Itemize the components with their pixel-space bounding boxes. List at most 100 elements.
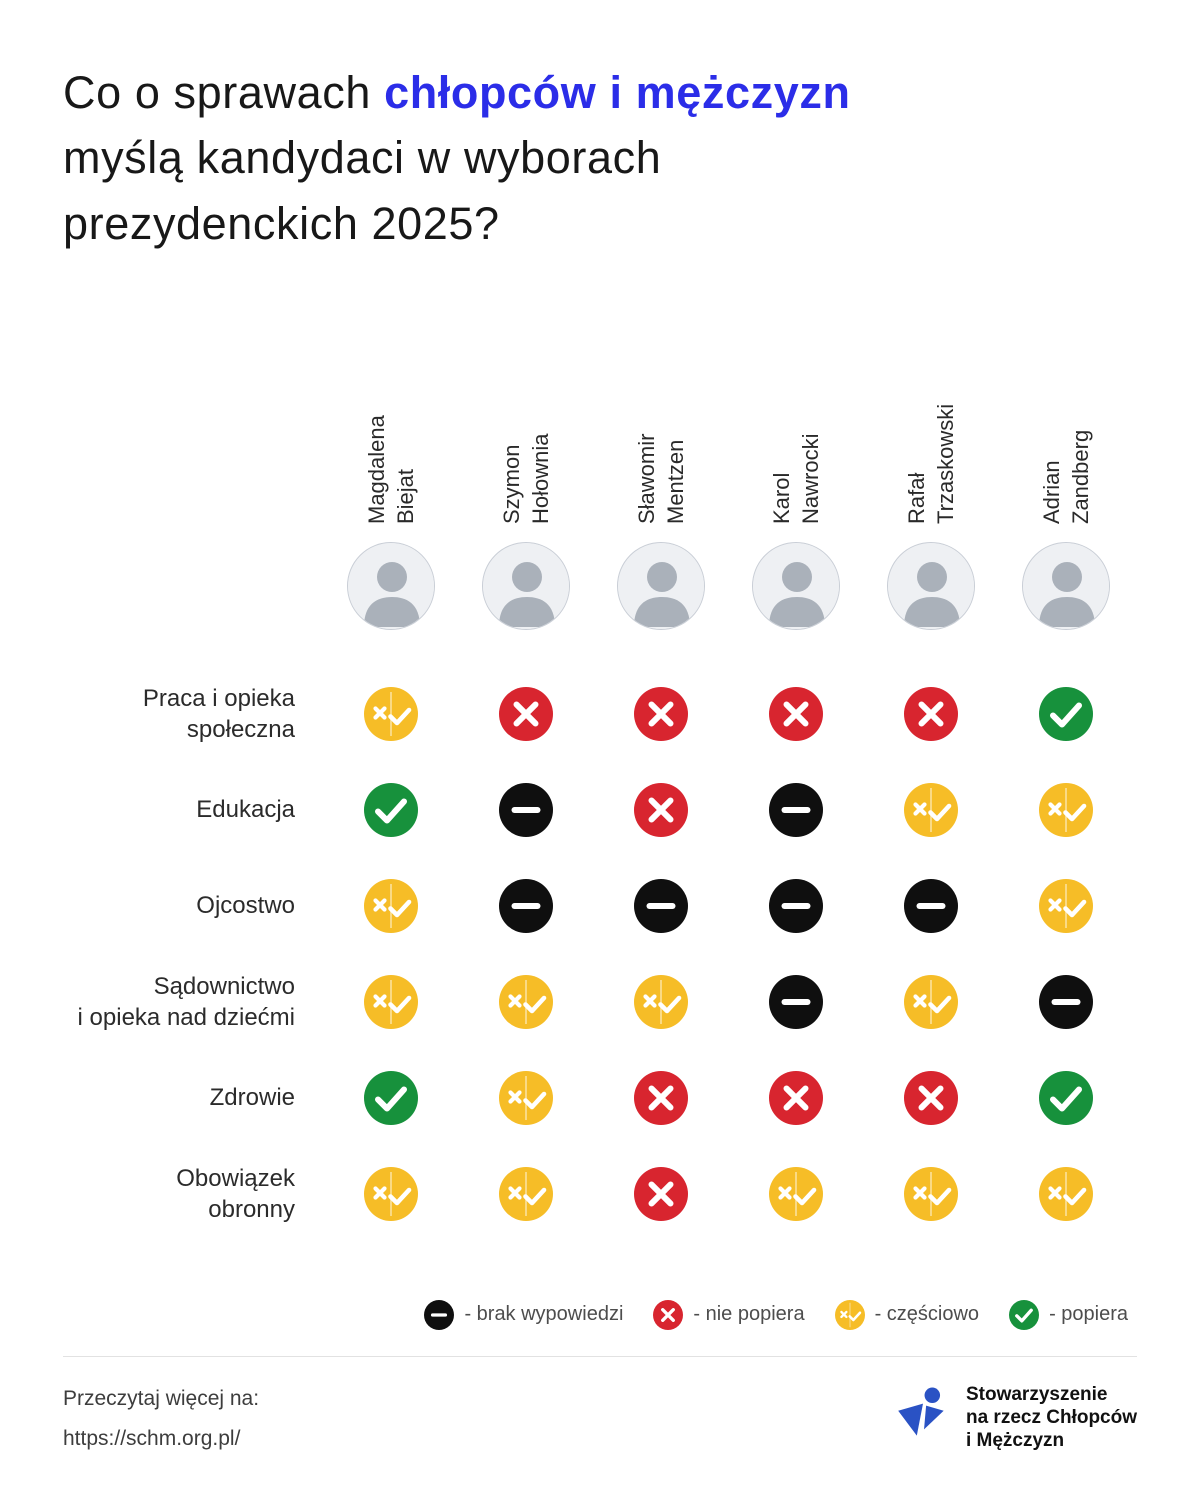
row-label: Zdrowie (63, 1050, 323, 1146)
partially-supports-icon (363, 1166, 418, 1221)
candidate-column-header: Karol Nawrocki (728, 334, 863, 630)
row-label: Sądownictwo i opieka nad dziećmi (63, 954, 323, 1050)
row-label: Obowiązek obronny (63, 1146, 323, 1242)
partially-supports-icon (363, 974, 418, 1029)
legend-item: - nie popiera (653, 1299, 805, 1330)
title-highlight: chłopców i mężczyzn (384, 67, 851, 118)
matrix-cell (728, 666, 863, 762)
row-label-line: Zdrowie (209, 1084, 295, 1112)
org-name: Stowarzyszenie na rzecz Chłopców i Mężcz… (966, 1383, 1137, 1452)
does-not-support-icon (633, 1070, 688, 1125)
no-statement-icon (1038, 974, 1093, 1029)
does-not-support-icon (633, 1166, 688, 1221)
row-label: Edukacja (63, 762, 323, 858)
no-statement-icon (498, 878, 553, 933)
partially-supports-icon (363, 686, 418, 741)
matrix-cell (998, 762, 1133, 858)
partially-supports-icon (903, 974, 958, 1029)
comparison-grid: Magdalena Biejat Szymon Hołownia Sławomir Men… (63, 334, 1200, 1242)
partially-supports-icon (834, 1299, 865, 1330)
matrix-cell (323, 858, 458, 954)
title-line1: Co o sprawach chłopców i mężczyzn (63, 60, 1140, 125)
row-label-line: Sądownictwo (153, 972, 295, 1000)
row-label-line: społeczna (186, 715, 295, 743)
matrix-cell (323, 762, 458, 858)
candidate-first-name: Rafał (903, 472, 929, 524)
candidates-header: Magdalena Biejat Szymon Hołownia Sławomir Men… (323, 334, 1200, 630)
legend-item: - popiera (1009, 1299, 1128, 1330)
candidate-name: Rafał Trzaskowski (863, 334, 998, 524)
candidate-name-text: Sławomir Mentzen (632, 433, 690, 523)
candidate-last-name: Trzaskowski (932, 403, 958, 524)
matrix-cell (593, 1146, 728, 1242)
title-line3: prezydenckich 2025? (63, 197, 500, 249)
candidate-name: Adrian Zandberg (998, 334, 1133, 524)
does-not-support-icon (903, 686, 958, 741)
row-label-line: obronny (208, 1195, 295, 1223)
matrix-cell (323, 1146, 458, 1242)
partially-supports-icon (498, 1166, 553, 1221)
does-not-support-icon (633, 686, 688, 741)
title-line2: myślą kandydaci w wyborach (63, 132, 662, 184)
page-title: Co o sprawach chłopców i mężczyzn myślą … (63, 60, 1140, 256)
matrix-cell (593, 666, 728, 762)
candidate-last-name: Zandberg (1067, 429, 1093, 524)
candidate-avatar (481, 541, 570, 630)
candidate-avatar (886, 541, 975, 630)
candidate-column-header: Szymon Hołownia (458, 334, 593, 630)
matrix-cell (863, 954, 998, 1050)
supports-icon (363, 782, 418, 837)
matrix-cell (458, 1146, 593, 1242)
no-statement-icon (768, 974, 823, 1029)
org-name-line2: na rzecz Chłopców (965, 1406, 1137, 1428)
matrix-cell (863, 762, 998, 858)
candidate-last-name: Hołownia (527, 433, 553, 524)
matrix-cell (998, 1146, 1133, 1242)
legend-label: - częściowo (874, 1303, 980, 1326)
matrix-cell (863, 858, 998, 954)
no-statement-icon (903, 878, 958, 933)
candidate-name: Karol Nawrocki (728, 334, 863, 524)
partially-supports-icon (498, 974, 553, 1029)
partially-supports-icon (363, 878, 418, 933)
candidate-name: Magdalena Biejat (323, 334, 458, 524)
partially-supports-icon (1038, 878, 1093, 933)
candidate-column-header: Adrian Zandberg (998, 334, 1133, 630)
read-more-text: Przeczytaj więcej na: (63, 1386, 260, 1410)
candidate-first-name: Karol (768, 472, 794, 524)
partially-supports-icon (768, 1166, 823, 1221)
candidate-name-text: Adrian Zandberg (1037, 430, 1095, 524)
candidate-column-header: Rafał Trzaskowski (863, 334, 998, 630)
footer: Przeczytaj więcej na: https://schm.org.p… (63, 1379, 1137, 1459)
matrix-cell (458, 1050, 593, 1146)
matrix-cell (458, 762, 593, 858)
matrix-cell (728, 858, 863, 954)
website-link[interactable]: https://schm.org.pl/ (63, 1426, 241, 1450)
candidate-last-name: Nawrocki (797, 433, 823, 524)
matrix-cell (728, 1050, 863, 1146)
matrix-cell (593, 858, 728, 954)
does-not-support-icon (903, 1070, 958, 1125)
row-label-line: Edukacja (196, 796, 295, 824)
org-brand: Stowarzyszenie na rzecz Chłopców i Mężcz… (892, 1383, 1137, 1452)
legend-label: - brak wypowiedzi (464, 1303, 624, 1326)
matrix-cell (593, 954, 728, 1050)
candidate-column-header: Magdalena Biejat (323, 334, 458, 630)
no-statement-icon (768, 782, 823, 837)
no-statement-icon (633, 878, 688, 933)
matrix-cell (998, 954, 1133, 1050)
row-label-line: Obowiązek (176, 1164, 295, 1192)
org-logo-icon (892, 1386, 954, 1448)
org-name-line1: Stowarzyszenie (965, 1383, 1108, 1405)
matrix-cell (728, 1146, 863, 1242)
candidate-column-header: Sławomir Mentzen (593, 334, 728, 630)
does-not-support-icon (498, 686, 553, 741)
candidate-avatar (616, 541, 705, 630)
matrix-cell (863, 1050, 998, 1146)
partially-supports-icon (633, 974, 688, 1029)
matrix-cell (998, 666, 1133, 762)
matrix-cell (998, 1050, 1133, 1146)
candidate-avatar (346, 541, 435, 630)
supports-icon (1009, 1299, 1040, 1330)
does-not-support-icon (768, 1070, 823, 1125)
